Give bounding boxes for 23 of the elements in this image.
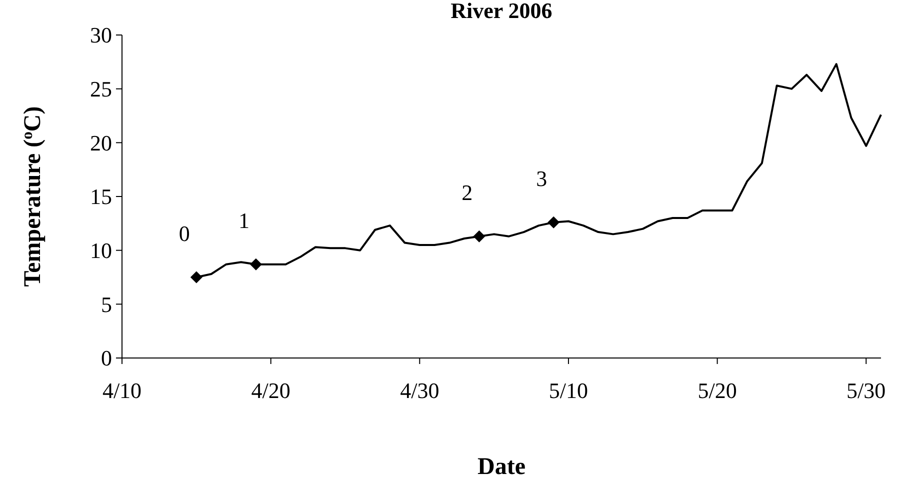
y-tick-label: 0 bbox=[101, 346, 112, 371]
y-tick-label: 15 bbox=[90, 184, 112, 210]
x-tick-label: 4/20 bbox=[251, 378, 290, 403]
x-axis-title: Date bbox=[478, 454, 526, 480]
y-tick-label: 30 bbox=[90, 22, 112, 48]
y-tick-label: 5 bbox=[101, 292, 112, 317]
point bbox=[190, 271, 202, 284]
point bbox=[250, 258, 262, 270]
x-tick-label: 4/10 bbox=[102, 378, 142, 403]
chart-title: River 2006 bbox=[450, 0, 552, 23]
point bbox=[548, 216, 560, 228]
annotation: 1 bbox=[238, 208, 250, 234]
annotation: 2 bbox=[462, 180, 473, 206]
y-tick-label: 10 bbox=[90, 238, 112, 264]
x-tick-label: 5/10 bbox=[548, 378, 588, 403]
annotation: 3 bbox=[536, 166, 548, 192]
annotation: 0 bbox=[178, 220, 190, 246]
x-tick-label: 5/30 bbox=[846, 378, 886, 403]
y-tick-label: 20 bbox=[90, 130, 112, 156]
x-tick-label: 5/20 bbox=[698, 378, 737, 403]
point bbox=[473, 230, 486, 242]
y-tick-label: 25 bbox=[90, 76, 112, 102]
x-tick-label: 4/30 bbox=[400, 378, 440, 403]
